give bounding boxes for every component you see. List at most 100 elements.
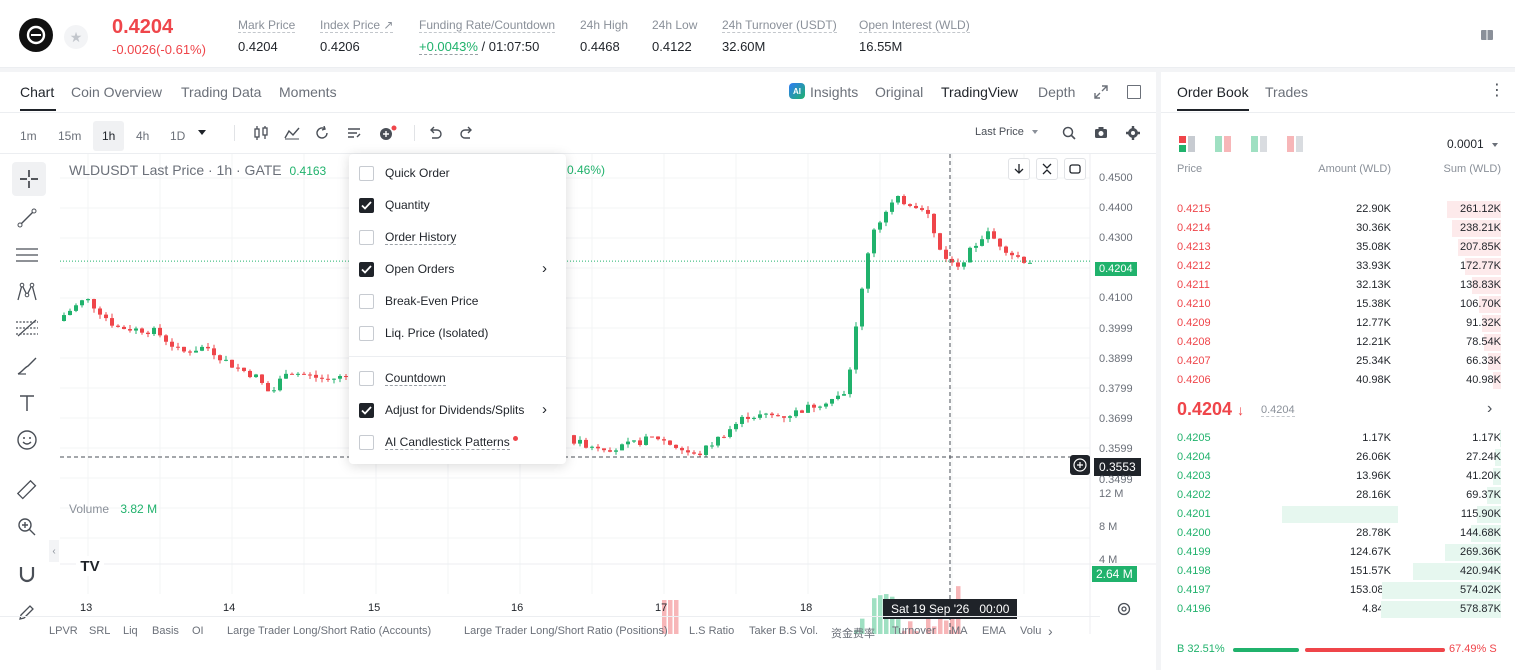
view-asks-bids-icon[interactable] [1215,136,1231,155]
tab-tradingview[interactable]: TradingView [941,84,1019,100]
chevron-right-icon[interactable]: › [1487,400,1493,417]
crosshair-icon[interactable] [12,162,46,196]
ask-row[interactable]: 0.4208 12.21K 78.54K [1161,333,1515,352]
indicators-icon[interactable] [284,126,300,143]
menu-item[interactable]: Open Orders [359,258,454,280]
indicator-tab[interactable]: SRL [89,625,111,637]
stat-index-price[interactable]: Index Price ↗ 0.4206 [320,18,394,54]
indicator-tab[interactable]: Large Trader Long/Short Ratio (Accounts) [227,625,432,637]
more-vertical-icon[interactable]: ⋮ [1489,82,1505,99]
zoom-in-icon[interactable] [12,512,42,542]
bid-row[interactable]: 0.4203 13.96K 41.20K [1161,467,1515,486]
precision-select[interactable]: 0.0001 [1447,137,1499,151]
checkbox[interactable] [359,434,374,450]
mid-price[interactable]: 0.4204 ↓ [1177,399,1244,420]
bid-row[interactable]: 0.4202 28.16K 69.37K [1161,486,1515,505]
stat-funding-rate[interactable]: Funding Rate/Countdown +0.0043% / 01:07:… [419,18,556,55]
ask-row[interactable]: 0.4206 40.98K 40.98K [1161,371,1515,390]
menu-item[interactable]: AI Candlestick Patterns [359,431,518,453]
stat-mark-price[interactable]: Mark Price 0.4204 [238,18,296,54]
time-axis-settings-icon[interactable] [1117,602,1131,619]
view-bids-icon[interactable] [1251,136,1267,155]
favorite-star-icon[interactable]: ★ [64,25,88,49]
ask-row[interactable]: 0.4212 33.93K 172.77K [1161,257,1515,276]
indicator-tab[interactable]: Taker B.S Vol. [749,625,819,637]
view-asks-icon[interactable] [1287,136,1303,155]
ask-row[interactable]: 0.4207 25.34K 66.33K [1161,352,1515,371]
add-order-plus-icon[interactable] [1070,455,1090,475]
bid-row[interactable]: 0.4197 153.08K 574.02K [1161,581,1515,600]
checkbox[interactable] [359,229,374,245]
bid-row[interactable]: 0.4204 26.06K 27.24K [1161,448,1515,467]
menu-item[interactable]: Adjust for Dividends/Splits [359,399,524,421]
emoji-icon[interactable] [12,425,42,455]
indicator-tab[interactable]: Large Trader Long/Short Ratio (Positions… [464,625,668,637]
stat-open-interest[interactable]: Open Interest (WLD) 16.55M [859,18,970,54]
bid-row[interactable]: 0.4196 4.84K 578.87K [1161,600,1515,619]
checkbox-checked[interactable] [359,197,374,213]
last-price-select[interactable]: Last Price [975,126,1038,138]
expand-icon[interactable] [1094,85,1108,102]
menu-item[interactable]: Break-Even Price [359,290,478,312]
indicator-tab[interactable]: Volu [1020,625,1042,637]
indicator-tab[interactable]: 资金费率 [831,628,875,640]
tab-depth[interactable]: Depth [1038,84,1076,100]
magnet-icon[interactable] [12,560,42,590]
timeframe-15m[interactable]: 15m [58,129,82,143]
text-icon[interactable] [12,388,42,418]
indicator-tab[interactable]: Turnover [892,625,936,637]
indicator-tab[interactable]: LPVR [49,625,78,637]
ask-row[interactable]: 0.4213 35.08K 207.85K [1161,238,1515,257]
brush-icon[interactable] [12,351,42,381]
indicator-scroll-right-icon[interactable]: › [1048,623,1053,639]
menu-item[interactable]: Liq. Price (Isolated) [359,322,488,344]
indicator-tab[interactable]: Basis [152,625,179,637]
checkbox[interactable] [359,325,374,341]
tab-insights[interactable]: Insights [810,84,859,100]
indicator-tab[interactable]: MA [951,625,968,637]
tab-trading-data[interactable]: Trading Data [181,84,262,100]
menu-item[interactable]: Quantity [359,194,430,216]
bid-row[interactable]: 0.4198 151.57K 420.94K [1161,562,1515,581]
indicator-tab[interactable]: L.S Ratio [689,625,735,637]
search-icon[interactable] [1062,126,1076,143]
trend-line-icon[interactable] [12,203,42,233]
indicator-tab[interactable]: Liq [123,625,138,637]
timeframe-1d[interactable]: 1D [170,129,186,143]
fibonacci-icon[interactable] [12,314,42,344]
tab-order-book[interactable]: Order Book [1177,84,1249,100]
ask-row[interactable]: 0.4209 12.77K 91.32K [1161,314,1515,333]
pencil-lock-icon[interactable] [12,597,42,627]
bid-row[interactable]: 0.4205 1.17K 1.17K [1161,429,1515,448]
maximize-pane-button[interactable] [1064,158,1086,180]
tab-coin-overview[interactable]: Coin Overview [71,84,163,100]
pattern-icon[interactable] [12,277,42,307]
undo-icon[interactable] [428,126,442,143]
book-icon[interactable] [1480,28,1494,45]
collapse-pane-button[interactable] [1036,158,1058,180]
bid-row[interactable]: 0.4200 28.78K 144.68K [1161,524,1515,543]
stat-24h-turnover[interactable]: 24h Turnover (USDT) 32.60M [722,18,837,54]
ruler-icon[interactable] [12,475,42,505]
bid-row[interactable]: 0.4199 124.67K 269.36K [1161,543,1515,562]
menu-item[interactable]: Quick Order [359,162,450,184]
timeframe-4h[interactable]: 4h [136,129,150,143]
ask-row[interactable]: 0.4210 15.38K 106.70K [1161,295,1515,314]
view-both-icon[interactable] [1179,136,1195,155]
checkbox[interactable] [359,370,374,386]
parallel-lines-icon[interactable] [12,240,42,270]
menu-item[interactable]: Countdown [359,367,446,389]
indicator-tab[interactable]: OI [192,625,204,637]
checkbox-checked[interactable] [359,402,374,418]
menu-item[interactable]: Order History [359,226,457,248]
timeframe-dropdown-icon[interactable] [198,130,206,135]
candle-type-icon[interactable] [253,126,269,143]
tab-trades[interactable]: Trades [1265,84,1309,100]
insights-icon[interactable]: AI [789,83,805,99]
scroll-down-button[interactable] [1008,158,1030,180]
timeframe-1m[interactable]: 1m [20,129,37,143]
indicator-tab[interactable]: EMA [982,625,1006,637]
redo-icon[interactable] [460,126,474,143]
chart-settings-plus-icon[interactable] [379,125,397,144]
timeframe-1h[interactable]: 1h [93,121,125,151]
